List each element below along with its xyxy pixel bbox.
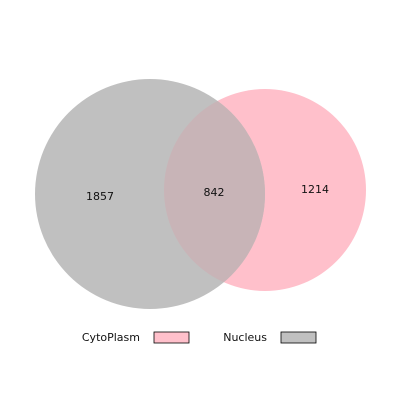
legend: CytoPlasm Nucleus [82, 331, 317, 344]
legend-swatch-nucleus [280, 331, 317, 344]
legend-swatch-cytoplasm [153, 331, 190, 344]
legend-label-nucleus: Nucleus [223, 331, 267, 344]
overlap-count: 842 [204, 186, 225, 199]
overlap-region [164, 89, 265, 291]
nucleus-only-count: 1857 [86, 190, 114, 203]
cytoplasm-only-count: 1214 [301, 183, 329, 196]
legend-label-cytoplasm: CytoPlasm [82, 331, 140, 344]
